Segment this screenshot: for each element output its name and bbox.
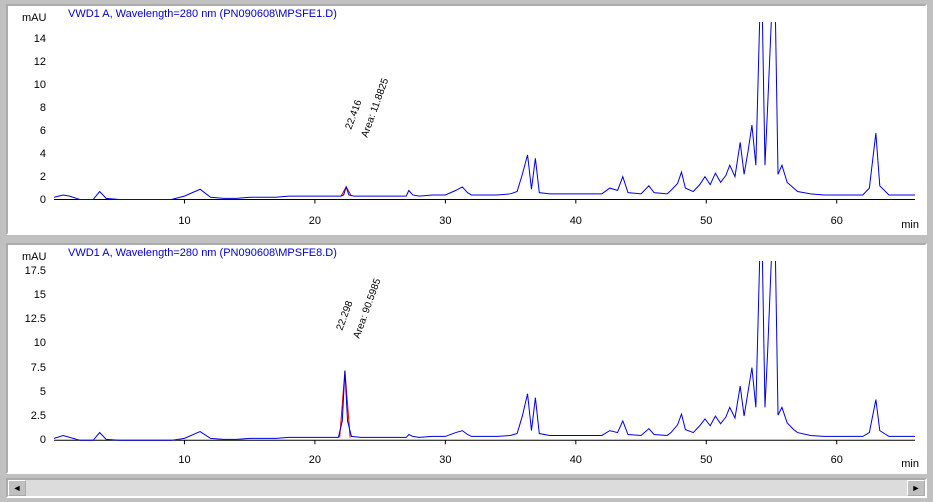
x-tick-label: 30 [439, 215, 451, 227]
x-tick-label: 60 [831, 215, 843, 227]
x-tick-label: 40 [570, 215, 582, 227]
x-tick-label: 20 [309, 454, 321, 466]
y-tick-label: 2.5 [31, 410, 46, 422]
y-tick-label: 0 [40, 194, 46, 206]
y-tick-label: 15 [34, 289, 46, 301]
x-tick-label: 10 [178, 215, 190, 227]
y-axis-ticks: 0 2.5 5 7.5 10 12.5 15 17.5 [8, 261, 50, 450]
y-tick-label: 7.5 [31, 362, 46, 374]
scroll-track[interactable] [26, 480, 907, 496]
x-tick-label: 50 [700, 215, 712, 227]
plot-svg [54, 261, 915, 450]
x-tick-label: 50 [700, 454, 712, 466]
chart-title: VWD1 A, Wavelength=280 nm (PN090608\MPSF… [68, 247, 337, 259]
arrow-left-icon: ◄ [13, 483, 22, 493]
horizontal-scrollbar[interactable]: ◄ ► [6, 478, 927, 498]
y-tick-label: 12 [34, 56, 46, 68]
chromatogram-panel-0: VWD1 A, Wavelength=280 nm (PN090608\MPSF… [6, 4, 927, 235]
x-tick-label: 30 [439, 454, 451, 466]
y-tick-label: 10 [34, 79, 46, 91]
x-tick-label: 10 [178, 454, 190, 466]
x-tick-label: 60 [831, 454, 843, 466]
x-axis-ticks: 10 20 30 40 50 60 [54, 454, 915, 470]
y-tick-label: 10 [34, 337, 46, 349]
x-tick-label: 40 [570, 454, 582, 466]
scroll-left-button[interactable]: ◄ [8, 480, 26, 496]
y-axis-ticks: 0 2 4 6 8 10 12 14 [8, 22, 50, 211]
y-tick-label: 14 [34, 33, 46, 45]
y-tick-label: 4 [40, 148, 46, 160]
x-tick-label: 20 [309, 215, 321, 227]
plot-area: 22.416Area: 11.8825 [54, 22, 915, 211]
x-axis-ticks: 10 20 30 40 50 60 [54, 215, 915, 231]
chromatogram-panel-1: VWD1 A, Wavelength=280 nm (PN090608\MPSF… [6, 243, 927, 474]
scroll-right-button[interactable]: ► [907, 480, 925, 496]
y-tick-label: 5 [40, 386, 46, 398]
y-tick-label: 17.5 [25, 265, 46, 277]
x-axis-label: min [901, 219, 919, 231]
plot-svg [54, 22, 915, 211]
y-tick-label: 0 [40, 434, 46, 446]
arrow-right-icon: ► [912, 483, 921, 493]
y-tick-label: 12.5 [25, 313, 46, 325]
y-tick-label: 8 [40, 102, 46, 114]
y-tick-label: 6 [40, 125, 46, 137]
chart-title: VWD1 A, Wavelength=280 nm (PN090608\MPSF… [68, 8, 337, 20]
y-tick-label: 2 [40, 171, 46, 183]
x-axis-label: min [901, 458, 919, 470]
plot-area: 22.298Area: 90.5985 [54, 261, 915, 450]
container: VWD1 A, Wavelength=280 nm (PN090608\MPSF… [0, 0, 933, 502]
